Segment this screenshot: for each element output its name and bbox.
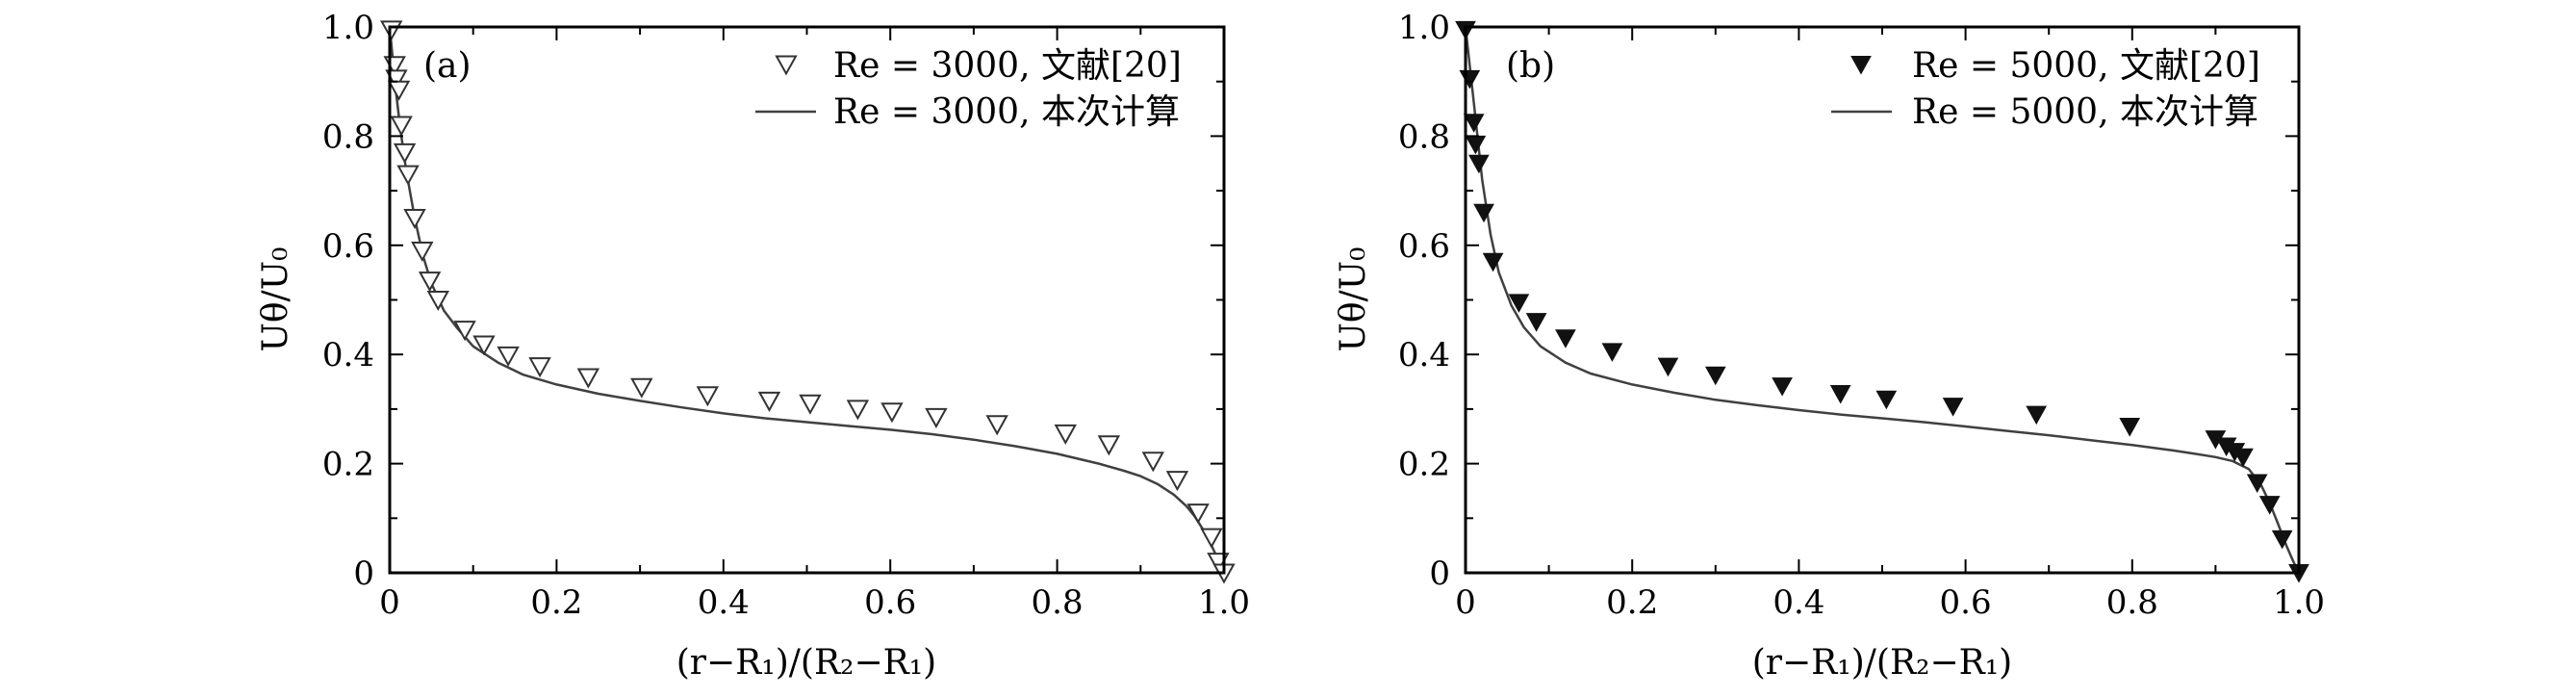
data-point: [757, 391, 781, 412]
data-point: [426, 291, 449, 312]
data-point: [403, 208, 426, 230]
data-point: [1875, 390, 1898, 410]
data-point: [1704, 366, 1726, 386]
legend-a-item-0: Re = 3000, 文献[20]: [833, 46, 1182, 86]
legend-marker-triangle: [1850, 56, 1872, 75]
plot-a-ticks: 0 0.2 0.4 0.6 0.8 1.0 0 0.2 0.4 0.6 0.8 1.0: [322, 9, 1250, 622]
data-point: [1468, 154, 1490, 174]
panel-b-label: (b): [1506, 46, 1555, 86]
y-tick-label: 0.2: [322, 446, 374, 484]
data-point: [390, 116, 413, 137]
data-point: [1465, 135, 1487, 155]
data-point: [2232, 448, 2254, 468]
panel-b: 0 0.2 0.4 0.6 0.8 1.0 0 0.2 0.4 0.6 0.8 1.0 (b) Re …: [1334, 9, 2325, 683]
legend-b: Re = 5000, 文献[20] Re = 5000, 本次计算: [1831, 46, 2260, 132]
y-tick-label: 0.8: [1398, 117, 1450, 156]
y-tick-label: 0.8: [322, 117, 374, 156]
legend-b-item-1: Re = 5000, 本次计算: [1912, 92, 2258, 132]
data-point: [846, 400, 870, 421]
data-point: [393, 142, 417, 164]
legend-b-marker-icon: [1850, 56, 1872, 75]
y-tick-label: 0.4: [1398, 336, 1450, 374]
data-point: [1459, 69, 1481, 90]
x-tick-label: 0.4: [698, 583, 750, 622]
data-point: [696, 386, 720, 407]
data-point: [1657, 357, 1679, 377]
x-tick-label: 0.8: [1032, 583, 1084, 622]
data-point: [387, 80, 411, 101]
x-tick-label: 1.0: [2273, 583, 2325, 622]
data-point: [1165, 471, 1189, 492]
y-tick-label: 0.6: [322, 227, 374, 266]
series-line-1: [1464, 26, 2301, 574]
data-point: [2258, 496, 2281, 515]
data-point: [1829, 385, 1851, 404]
data-point: [528, 357, 551, 378]
y-tick-label: 0.6: [1398, 227, 1450, 266]
data-point: [2246, 474, 2268, 493]
data-point: [2119, 418, 2141, 437]
y-tick-label: 0.2: [1398, 446, 1450, 484]
y-tick-label: 0.4: [322, 336, 374, 374]
panel-a: 0 0.2 0.4 0.6 0.8 1.0 0 0.2 0.4 0.6 0.8 1.0 (a) Re …: [256, 9, 1250, 683]
data-point: [2271, 529, 2293, 550]
data-point: [1463, 114, 1485, 133]
x-tick-label: 0.6: [864, 583, 916, 622]
plot-a-content: [380, 20, 1236, 584]
legend-marker-triangle: [775, 55, 798, 76]
data-point: [453, 321, 476, 342]
data-point: [799, 394, 822, 415]
data-point: [1525, 313, 1547, 332]
data-point: [925, 407, 948, 428]
data-point: [411, 241, 434, 263]
data-point: [472, 335, 496, 356]
x-tick-label: 0.2: [1606, 583, 1658, 622]
data-point: [1601, 343, 1623, 362]
data-point: [1097, 435, 1121, 456]
data-point: [1200, 528, 1223, 549]
data-point: [396, 165, 420, 186]
data-point: [1186, 503, 1210, 525]
data-point: [497, 346, 520, 367]
data-point: [1942, 398, 1964, 417]
plot-b-ticks: 0 0.2 0.4 0.6 0.8 1.0 0 0.2 0.4 0.6 0.8 1.0: [1398, 9, 2325, 622]
data-point: [1508, 294, 1530, 313]
legend-a: Re = 3000, 文献[20] Re = 3000, 本次计算: [755, 46, 1182, 132]
x-tick-label: 0: [1455, 583, 1476, 622]
panel-a-label: (a): [423, 46, 472, 86]
data-point: [2026, 405, 2048, 426]
x-tick-label: 0.4: [1773, 583, 1824, 622]
data-point: [1772, 377, 1793, 397]
x-axis-title-b: (r−R₁)/(R₂−R₁): [1752, 643, 2012, 683]
y-tick-label: 0: [1429, 555, 1450, 593]
y-axis-title-a: Uθ/U₀: [256, 247, 295, 352]
data-point: [418, 271, 442, 293]
legend-a-marker-icon: [775, 55, 798, 76]
data-point: [880, 402, 904, 424]
x-tick-label: 1.0: [1198, 583, 1250, 622]
data-point: [630, 377, 653, 399]
data-point: [1054, 424, 1077, 445]
data-point: [380, 20, 403, 41]
data-point: [1555, 329, 1576, 348]
x-tick-label: 0: [379, 583, 400, 622]
data-point: [385, 69, 408, 90]
plot-b-content: [1455, 20, 2309, 583]
data-point: [985, 415, 1008, 436]
y-axis-title-b: Uθ/U₀: [1334, 247, 1373, 352]
x-tick-label: 0.6: [1940, 583, 1992, 622]
x-tick-label: 0.8: [2106, 583, 2158, 622]
legend-b-item-0: Re = 5000, 文献[20]: [1912, 46, 2260, 86]
x-axis-title-a: (r−R₁)/(R₂−R₁): [676, 643, 936, 683]
data-point: [576, 368, 600, 389]
y-tick-label: 1.0: [322, 9, 374, 47]
data-point: [1482, 252, 1504, 272]
data-point: [1141, 452, 1165, 473]
y-tick-label: 0: [353, 555, 374, 593]
data-point: [1473, 203, 1494, 223]
legend-a-item-1: Re = 3000, 本次计算: [833, 92, 1180, 132]
y-tick-label: 1.0: [1398, 9, 1450, 47]
x-tick-label: 0.2: [530, 583, 582, 622]
